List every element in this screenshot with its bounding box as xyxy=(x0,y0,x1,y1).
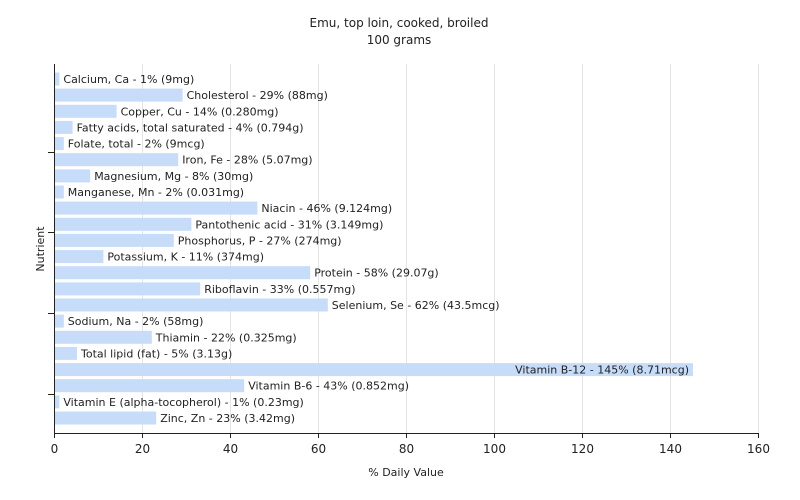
x-tick-label: 100 xyxy=(483,442,506,456)
y-axis-label: Nutrient xyxy=(34,226,47,272)
bar-label: Zinc, Zn - 23% (3.42mg) xyxy=(160,412,295,425)
x-tick-label: 20 xyxy=(135,442,150,456)
x-tick-label: 80 xyxy=(399,442,414,456)
bar-label: Cholesterol - 29% (88mg) xyxy=(187,89,328,102)
grid-lines xyxy=(142,64,759,433)
bar xyxy=(55,201,258,215)
bar xyxy=(55,137,64,151)
bar xyxy=(55,120,73,134)
bar-label: Iron, Fe - 28% (5.07mg) xyxy=(182,154,312,167)
bar-label: Vitamin E (alpha-tocopherol) - 1% (0.23m… xyxy=(63,396,303,409)
bar xyxy=(55,217,192,231)
x-tick-label: 140 xyxy=(659,442,682,456)
chart-title: Emu, top loin, cooked, broiled xyxy=(310,16,489,30)
bar xyxy=(55,233,174,247)
x-tick-label: 160 xyxy=(747,442,770,456)
bar xyxy=(55,298,328,312)
bar xyxy=(55,104,117,118)
bar-label: Sodium, Na - 2% (58mg) xyxy=(68,315,204,328)
bar-label: Total lipid (fat) - 5% (3.13g) xyxy=(80,347,232,360)
bar xyxy=(55,266,311,280)
axes: 0 20 40 60 80 100 120 140 160 xyxy=(48,64,770,456)
x-tick-label: 60 xyxy=(311,442,326,456)
bar-label: Protein - 58% (29.07g) xyxy=(314,267,439,280)
bar-label: Potassium, K - 11% (374mg) xyxy=(107,251,264,264)
bar xyxy=(55,395,60,409)
bar-label: Magnesium, Mg - 8% (30mg) xyxy=(94,170,253,183)
bar xyxy=(55,411,157,425)
x-tick-label: 40 xyxy=(223,442,238,456)
bar xyxy=(55,330,152,344)
bar xyxy=(55,363,693,377)
x-tick-label: 0 xyxy=(51,442,59,456)
bar xyxy=(55,153,179,167)
bar-label: Niacin - 46% (9.124mg) xyxy=(261,202,392,215)
x-axis-label: % Daily Value xyxy=(368,466,444,479)
bar xyxy=(55,185,64,199)
bar-label: Manganese, Mn - 2% (0.031mg) xyxy=(68,186,244,199)
bar-label: Folate, total - 2% (9mcg) xyxy=(68,138,205,151)
x-tick-label: 120 xyxy=(571,442,594,456)
bar-label: Copper, Cu - 14% (0.280mg) xyxy=(121,105,279,118)
bar-label: Phosphorus, P - 27% (274mg) xyxy=(178,234,342,247)
bar-label: Riboflavin - 33% (0.557mg) xyxy=(204,283,355,296)
bar-label: Calcium, Ca - 1% (9mg) xyxy=(63,73,194,86)
bar-label: Vitamin B-12 - 145% (8.71mcg) xyxy=(515,364,689,377)
chart-subtitle: 100 grams xyxy=(367,33,432,47)
bar xyxy=(55,169,91,183)
bar xyxy=(55,88,183,102)
bar xyxy=(55,379,245,393)
bar-label: Vitamin B-6 - 43% (0.852mg) xyxy=(248,380,409,393)
bar xyxy=(55,314,64,328)
bar-label: Thiamin - 22% (0.325mg) xyxy=(155,331,297,344)
bar xyxy=(55,282,201,296)
bar xyxy=(55,72,60,86)
bar xyxy=(55,250,104,264)
bar-label: Pantothenic acid - 31% (3.149mg) xyxy=(195,218,383,231)
bars: Calcium, Ca - 1% (9mg) Cholesterol - 29% … xyxy=(55,72,693,425)
bar-label: Fatty acids, total saturated - 4% (0.794… xyxy=(77,121,304,134)
bar xyxy=(55,346,77,360)
bar-label: Selenium, Se - 62% (43.5mcg) xyxy=(332,299,500,312)
